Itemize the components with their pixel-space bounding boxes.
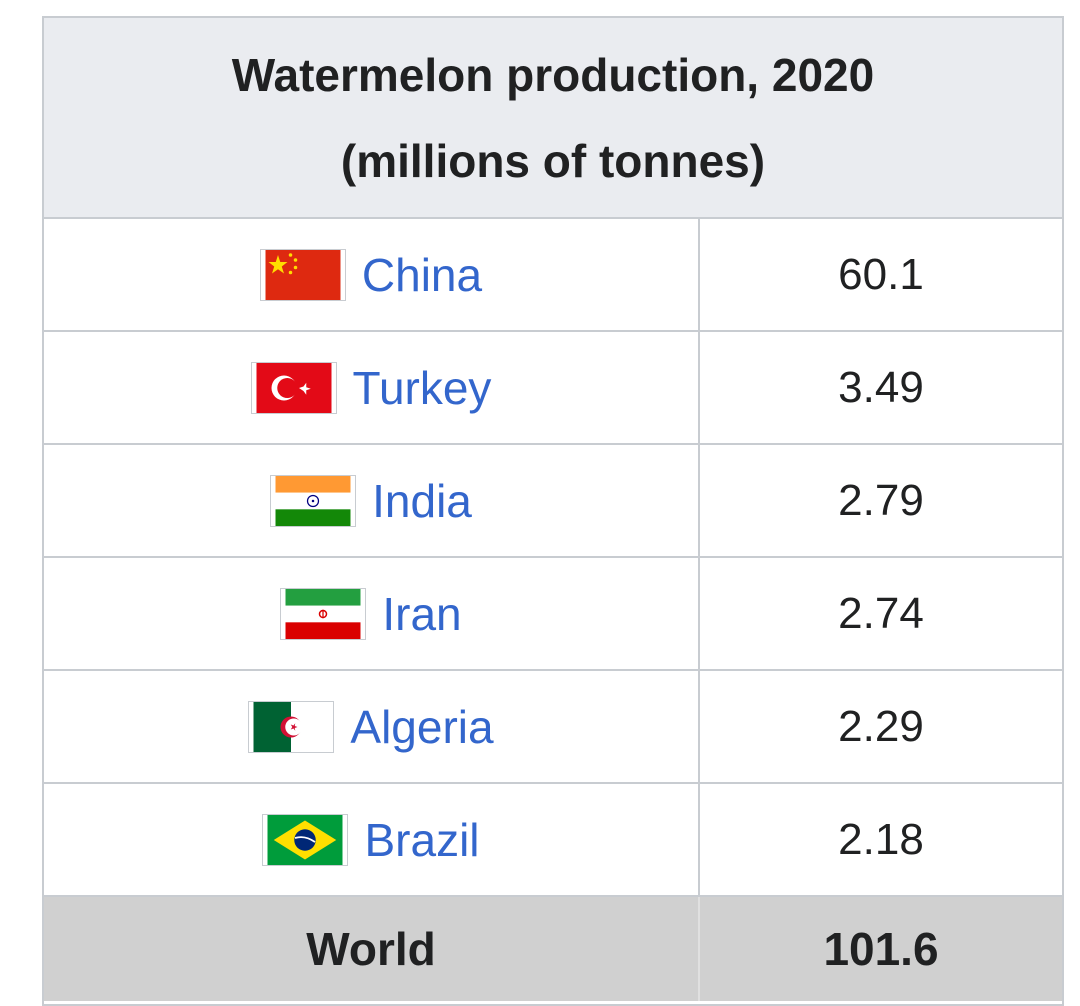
table-title: Watermelon production, 2020: [231, 48, 875, 101]
table-row-china: China 60.1: [44, 219, 1062, 332]
total-label-cell: World: [44, 897, 700, 1001]
total-value-cell: 101.6: [700, 897, 1062, 1001]
algeria-flag-icon: [248, 700, 335, 753]
table-row-turkey: Turkey 3.49: [44, 332, 1062, 445]
country-cell: Turkey: [44, 332, 700, 443]
china-flag-icon: [259, 248, 346, 301]
table-row-iran: Iran 2.74: [44, 558, 1062, 671]
country-cell: Iran: [44, 558, 700, 669]
country-cell: Algeria: [44, 671, 700, 782]
country-cell: China: [44, 219, 700, 330]
turkey-flag-icon: [250, 361, 337, 414]
country-link-brazil[interactable]: Brazil: [364, 813, 480, 866]
value-cell: 2.29: [838, 701, 924, 751]
india-flag-icon: [270, 474, 357, 527]
country-link-india[interactable]: India: [372, 474, 472, 527]
world-label: World: [306, 923, 436, 975]
value-cell: 2.79: [838, 475, 924, 525]
value-cell: 60.1: [838, 249, 924, 299]
iran-flag-icon: [280, 587, 367, 640]
country-cell: Brazil: [44, 784, 700, 895]
value-cell: 2.74: [838, 588, 924, 638]
table-row-algeria: Algeria 2.29: [44, 671, 1062, 784]
value-cell: 2.18: [838, 814, 924, 864]
table-row-brazil: Brazil 2.18: [44, 784, 1062, 897]
table-row-india: India 2.79: [44, 445, 1062, 558]
table-header: Watermelon production, 2020 (millions of…: [44, 18, 1062, 219]
value-cell: 3.49: [838, 362, 924, 412]
world-value: 101.6: [823, 923, 939, 975]
country-link-iran[interactable]: Iran: [382, 587, 462, 640]
country-link-algeria[interactable]: Algeria: [350, 700, 494, 753]
production-table: Watermelon production, 2020 (millions of…: [42, 16, 1064, 1006]
country-link-turkey[interactable]: Turkey: [352, 361, 492, 414]
country-cell: India: [44, 445, 700, 556]
brazil-flag-icon: [262, 813, 349, 866]
table-subtitle: (millions of tonnes): [340, 134, 766, 187]
table-row-world-total: World 101.6: [44, 897, 1062, 1001]
country-link-china[interactable]: China: [361, 248, 483, 301]
